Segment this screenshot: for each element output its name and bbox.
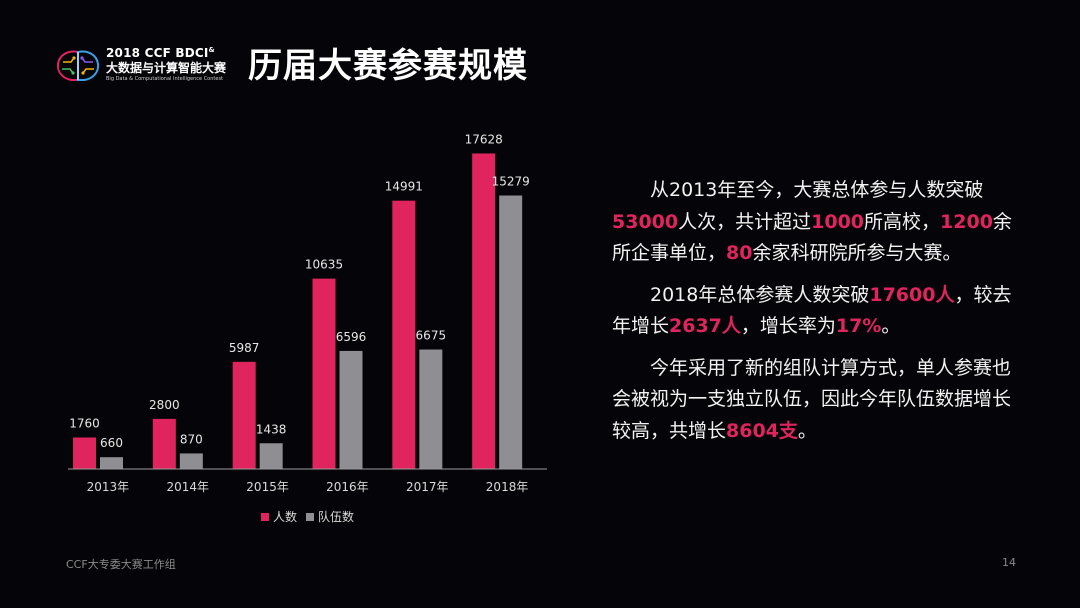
bar-people xyxy=(472,153,496,469)
bar-teams xyxy=(100,457,123,469)
data-label: 1438 xyxy=(256,422,287,436)
footer-organizer: CCF大专委大赛工作组 xyxy=(66,558,176,571)
bar-teams xyxy=(259,443,283,469)
x-tick-label: 2016年 xyxy=(326,480,369,494)
contest-logo: 2018 CCF BDCI& 大数据与计算智能大赛 Big Data & Com… xyxy=(54,44,234,88)
data-label: 10635 xyxy=(305,258,343,272)
data-label: 6596 xyxy=(336,330,367,344)
x-tick-label: 2013年 xyxy=(87,480,130,494)
bar-people xyxy=(73,437,96,469)
highlight-number: 1200 xyxy=(940,210,993,233)
body-text: ，增长率为 xyxy=(740,315,836,337)
data-label: 1760 xyxy=(69,416,100,430)
body-text: 。 xyxy=(881,315,901,337)
highlight-number: 1000 xyxy=(811,210,865,233)
legend-swatch xyxy=(261,513,269,521)
data-label: 6675 xyxy=(416,329,447,343)
logo-line2: 大数据与计算智能大赛 xyxy=(106,61,227,75)
summary-paragraph-1: 从2013年至今，大赛总体参与人数突破 53000人次，共计超过1000所高校，1… xyxy=(612,175,1012,270)
body-text: 所高校， xyxy=(864,210,941,233)
legend-label: 人数 xyxy=(273,509,297,524)
highlight-number: 17600人 xyxy=(869,283,955,306)
bar-teams xyxy=(179,453,203,469)
bar-people xyxy=(392,200,416,469)
body-text: 。 xyxy=(797,419,817,442)
summary-text: 从2013年至今，大赛总体参与人数突破53000人次，共计超过1000所高校，1… xyxy=(612,175,1012,457)
logo-line1: 2018 CCF BDCI& xyxy=(106,46,226,60)
data-label: 660 xyxy=(100,436,123,450)
x-tick-label: 2015年 xyxy=(246,480,289,494)
x-tick-label: 2014年 xyxy=(166,480,209,494)
bar-people xyxy=(152,418,176,469)
highlight-number: 80 xyxy=(726,242,753,264)
body-text: 今年采用了新的组队计算方式，单人参赛也会被视为一支独立队伍，因此今年队伍数据增长… xyxy=(612,356,1012,442)
logo-line1-text: 2018 CCF BDCI xyxy=(106,46,209,60)
body-text: 余所企事单位， xyxy=(612,210,1012,265)
data-label: 14991 xyxy=(385,180,423,194)
highlight-number: 2637人 xyxy=(669,315,741,337)
legend-swatch xyxy=(306,513,314,521)
x-tick-label: 2018年 xyxy=(486,480,529,494)
body-text: 人次，共计超过 xyxy=(678,210,812,233)
bar-people xyxy=(312,278,336,469)
data-label: 2800 xyxy=(149,398,180,412)
bar-people xyxy=(232,361,256,469)
bar-teams xyxy=(499,195,523,469)
body-text: 从2013年至今，大赛总体参与人数突破 xyxy=(650,179,984,201)
x-tick-label: 2017年 xyxy=(406,480,449,494)
brain-circuit-icon xyxy=(56,50,100,81)
body-text: ，较去年增长 xyxy=(612,283,1012,338)
body-text: 余家科研院所参与大赛。 xyxy=(752,242,962,264)
data-label: 870 xyxy=(180,432,203,446)
summary-paragraph-3: 今年采用了新的组队计算方式，单人参赛也会被视为一支独立队伍，因此今年队伍数据增长… xyxy=(612,353,1012,448)
bar-teams xyxy=(339,350,363,469)
page-number: 14 xyxy=(1002,556,1016,569)
body-text: 2018年总体参赛人数突破 xyxy=(650,283,870,306)
logo-text: 2018 CCF BDCI& 大数据与计算智能大赛 Big Data & Com… xyxy=(106,47,226,82)
highlight-number: 53000 xyxy=(612,210,679,233)
logo-ampersand: & xyxy=(208,46,215,54)
bar-teams xyxy=(419,349,443,469)
summary-paragraph-2: 2018年总体参赛人数突破17600人，较去年增长2637人，增长率为17%。 xyxy=(612,280,1012,343)
page-title: 历届大赛参赛规模 xyxy=(248,46,528,86)
data-label: 15279 xyxy=(492,175,530,189)
data-label: 5987 xyxy=(229,341,260,355)
logo-line3: Big Data & Computational Intelligence Co… xyxy=(106,76,224,82)
highlight-number: 8604支 xyxy=(726,419,798,442)
data-label: 17628 xyxy=(465,132,503,146)
legend-label: 队伍数 xyxy=(318,509,354,524)
highlight-number: 17% xyxy=(835,315,882,337)
